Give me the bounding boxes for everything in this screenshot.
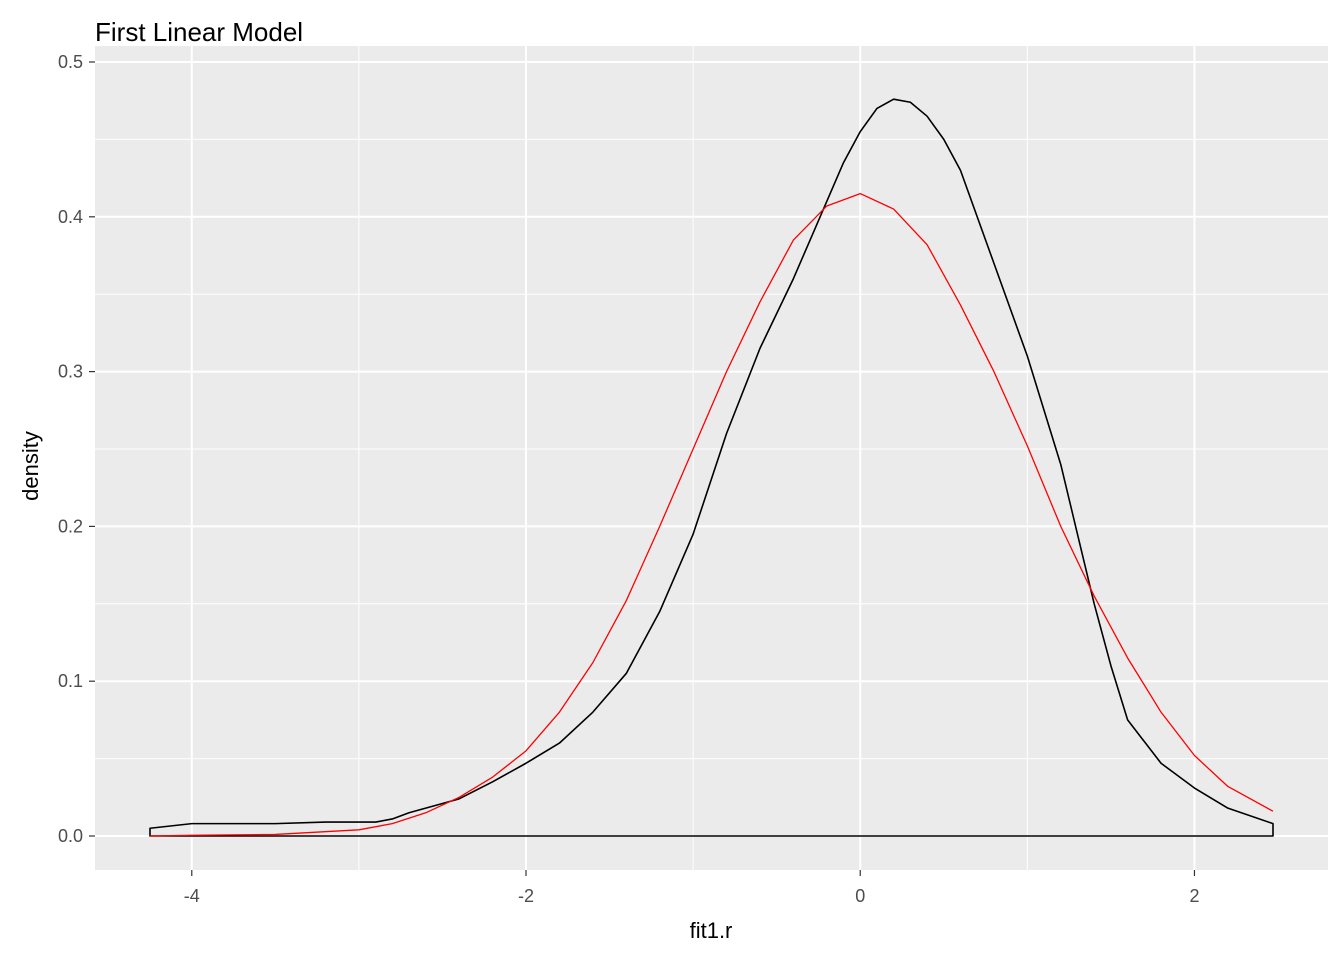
y-tick-label: 0.2: [58, 516, 83, 536]
minor-gridlines: [95, 46, 1328, 870]
y-axis-title: density: [18, 431, 43, 501]
y-tick-label: 0.1: [58, 671, 83, 691]
y-axis: 0.0 0.1 0.2 0.3 0.4 0.5: [58, 52, 95, 846]
normal-curve: [149, 192, 1274, 837]
x-tick-label: 0: [855, 886, 865, 906]
x-tick-label: -4: [184, 886, 200, 906]
curves-layer: [149, 98, 1274, 837]
chart-title: First Linear Model: [95, 17, 303, 47]
y-tick-label: 0.0: [58, 826, 83, 846]
x-axis-title: fit1.r: [690, 918, 733, 943]
x-tick-label: 2: [1189, 886, 1199, 906]
y-tick-label: 0.5: [58, 52, 83, 72]
x-tick-label: -2: [518, 886, 534, 906]
y-tick-label: 0.3: [58, 362, 83, 382]
x-axis: -4 -2 0 2: [184, 870, 1199, 906]
y-tick-label: 0.4: [58, 207, 83, 227]
plot-background: [95, 46, 1328, 870]
density-curve: [149, 98, 1274, 837]
